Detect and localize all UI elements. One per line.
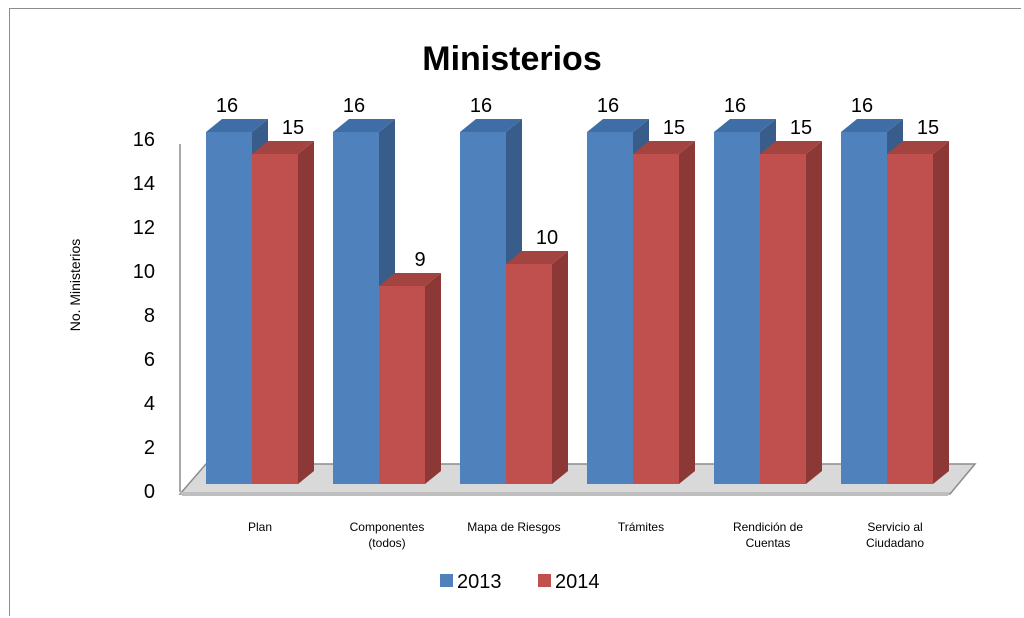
category-label: Cuentas (746, 536, 791, 550)
data-labels: 16 15 16 9 16 10 16 15 16 15 16 15 (216, 95, 939, 271)
bar-2013-top (714, 119, 776, 132)
bar-2014-front (252, 154, 298, 484)
bar-2014-top (887, 141, 949, 154)
y-tick-label: 12 (133, 217, 155, 239)
bar-2013-top (333, 119, 395, 132)
data-label: 16 (470, 95, 492, 117)
bar-2013-top (460, 119, 522, 132)
bar-2014-top (506, 251, 568, 264)
bar-2014-front (379, 286, 425, 484)
y-tick-label: 8 (144, 305, 155, 327)
y-tick-label: 2 (144, 437, 155, 459)
bar-2013-top (206, 119, 268, 132)
bar-2014-top (252, 141, 314, 154)
data-label: 15 (790, 117, 812, 139)
bar-2013-front (333, 132, 379, 484)
category-label: Rendición de (733, 520, 803, 534)
data-label: 16 (851, 95, 873, 117)
bar-2013-front (841, 132, 887, 484)
category-label: Plan (248, 520, 272, 534)
bar-2013-front (460, 132, 506, 484)
legend-swatch-2014 (538, 574, 551, 587)
data-label: 16 (216, 95, 238, 117)
y-tick-label: 16 (133, 129, 155, 151)
bar-2014-side (425, 273, 441, 484)
bar-2014-side (679, 141, 695, 484)
category-label: Ciudadano (866, 536, 924, 550)
bar-2014-front (887, 154, 933, 484)
data-label: 9 (414, 249, 425, 271)
category-label: Servicio al (867, 520, 922, 534)
category-label: Mapa de Riesgos (467, 520, 560, 534)
category-label: (todos) (368, 536, 405, 550)
bar-2013-front (714, 132, 760, 484)
data-label: 15 (917, 117, 939, 139)
legend-label: 2014 (555, 571, 600, 593)
y-tick-label: 10 (133, 261, 155, 283)
y-tick-label: 0 (144, 481, 155, 503)
category-label: Trámites (618, 520, 664, 534)
data-label: 15 (282, 117, 304, 139)
bar-2014-side (552, 251, 568, 484)
chart-title: Ministerios (422, 40, 601, 78)
y-axis-label: No. Ministerios (67, 239, 83, 332)
category-label: Componentes (350, 520, 425, 534)
category-labels: Plan Componentes (todos) Mapa de Riesgos Trá… (248, 520, 924, 550)
bar-2014-side (806, 141, 822, 484)
bar-2014-side (933, 141, 949, 484)
y-axis: 0 2 4 6 8 10 12 14 16 (133, 129, 181, 503)
bar-2014-top (633, 141, 695, 154)
bar-2014-side (298, 141, 314, 484)
legend-swatch-2013 (440, 574, 453, 587)
data-label: 15 (663, 117, 685, 139)
bar-2013-front (206, 132, 252, 484)
y-tick-label: 6 (144, 349, 155, 371)
floor-edge (180, 492, 950, 496)
bars (206, 119, 949, 484)
data-label: 10 (536, 227, 558, 249)
data-label: 16 (343, 95, 365, 117)
bar-2014-front (633, 154, 679, 484)
bar-2014-front (760, 154, 806, 484)
bar-2014-top (379, 273, 441, 286)
y-tick-label: 14 (133, 173, 155, 195)
y-tick-label: 4 (144, 393, 155, 415)
chart-frame (9, 8, 1021, 616)
bar-2014-front (506, 264, 552, 484)
bar-2013-top (841, 119, 903, 132)
data-label: 16 (597, 95, 619, 117)
data-label: 16 (724, 95, 746, 117)
bar-2014-top (760, 141, 822, 154)
legend-label: 2013 (457, 571, 502, 593)
bar-2013-top (587, 119, 649, 132)
legend: 2013 2014 (440, 571, 600, 593)
bar-2013-front (587, 132, 633, 484)
